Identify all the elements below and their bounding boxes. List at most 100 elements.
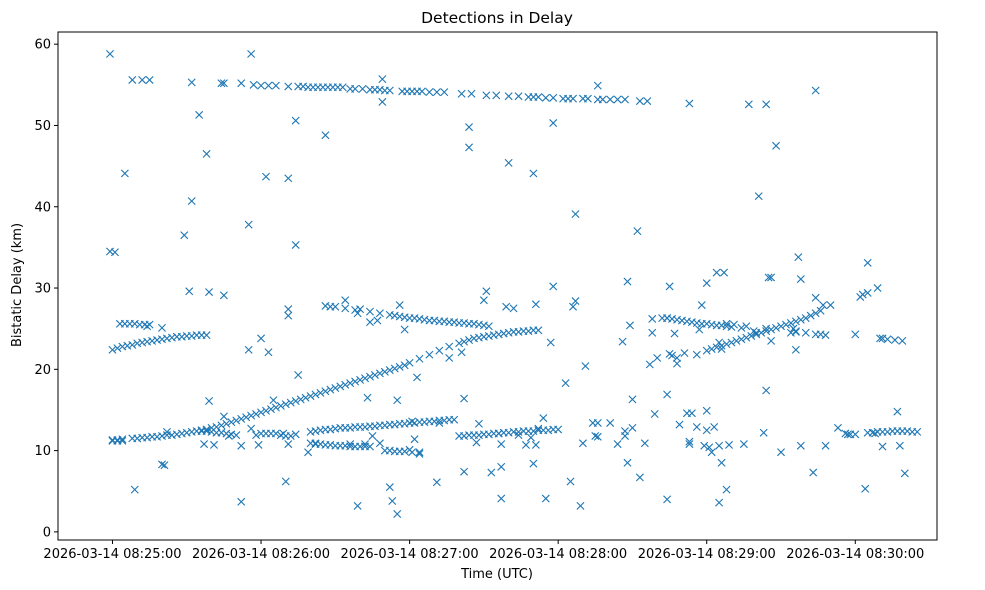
data-point (368, 431, 377, 440)
series-0 (106, 49, 820, 109)
data-point (281, 477, 290, 486)
data-point (145, 320, 154, 329)
chart-title: Detections in Delay (421, 9, 573, 27)
data-point (254, 440, 263, 449)
data-point (821, 331, 830, 340)
data-point (425, 88, 434, 97)
data-point (210, 440, 218, 449)
data-point (645, 360, 654, 369)
data-point (635, 97, 644, 106)
data-point (130, 485, 139, 494)
data-point (346, 440, 355, 449)
data-point (232, 416, 241, 425)
data-point (697, 301, 706, 310)
data-point (346, 379, 355, 388)
data-point (158, 460, 166, 469)
data-point (202, 425, 211, 434)
data-point (269, 396, 278, 405)
data-point (294, 371, 303, 379)
y-axis-label: Bistatic Delay (km) (10, 223, 25, 347)
data-point (509, 304, 518, 313)
data-point (593, 418, 602, 427)
data-point (385, 366, 394, 375)
data-point (244, 345, 253, 354)
data-point (890, 336, 899, 345)
data-point (648, 314, 657, 323)
data-point (361, 374, 370, 383)
data-point (878, 442, 887, 451)
data-point (692, 423, 701, 432)
data-point (811, 293, 820, 302)
data-point (415, 449, 424, 458)
data-point (801, 314, 810, 323)
data-point (252, 431, 261, 440)
data-point (457, 348, 466, 357)
data-point (707, 448, 716, 457)
data-point (744, 100, 753, 109)
x-axis: 2026-03-14 08:25:00 2026-03-14 08:26:00 20… (43, 540, 924, 562)
data-point (571, 297, 580, 306)
data-point (861, 484, 870, 493)
data-point (227, 418, 236, 427)
data-point (301, 393, 310, 402)
data-point (621, 95, 630, 104)
data-point (457, 89, 466, 98)
x-tick-label: 2026-03-14 08:29:00 (638, 547, 776, 562)
data-point (576, 501, 585, 510)
data-point (665, 282, 674, 291)
data-point (581, 362, 590, 371)
data-point (370, 371, 379, 379)
data-point (791, 327, 800, 336)
data-point (202, 331, 211, 340)
data-point (772, 141, 781, 150)
data-point (118, 436, 127, 445)
data-point (722, 485, 731, 494)
data-point (707, 345, 716, 353)
data-point (252, 410, 261, 419)
data-point (271, 81, 280, 90)
data-point (432, 478, 441, 487)
data-point (529, 459, 538, 468)
data-point (257, 408, 266, 417)
data-point (247, 49, 256, 58)
data-point (653, 353, 662, 362)
data-point (685, 437, 694, 446)
data-point (465, 143, 474, 152)
data-point (635, 473, 644, 482)
data-point (497, 440, 506, 449)
data-point (851, 330, 860, 339)
data-point (479, 296, 488, 305)
data-point (279, 429, 288, 438)
data-point (663, 314, 672, 323)
data-point (281, 400, 290, 409)
data-point (284, 305, 293, 314)
data-point (685, 99, 694, 108)
data-point (737, 323, 746, 332)
data-point (358, 84, 367, 93)
data-point (893, 407, 902, 416)
data-point (591, 431, 600, 440)
data-point (413, 373, 422, 382)
data-point (271, 429, 280, 438)
data-point (720, 268, 729, 277)
data-point (326, 385, 335, 394)
data-point (712, 268, 721, 277)
data-point (162, 427, 171, 436)
data-point (393, 510, 402, 518)
data-point (417, 87, 426, 96)
data-point (643, 97, 652, 106)
data-point (484, 322, 493, 331)
data-point (356, 375, 365, 384)
data-point (806, 311, 815, 320)
data-point (291, 116, 300, 125)
data-point (432, 88, 441, 97)
data-point (781, 320, 790, 329)
data-point (247, 424, 256, 433)
data-point (306, 392, 315, 401)
data-point (725, 440, 733, 449)
x-tick-label: 2026-03-14 08:27:00 (341, 547, 479, 562)
data-point (110, 248, 119, 257)
data-point (687, 409, 696, 418)
data-point (628, 423, 637, 432)
